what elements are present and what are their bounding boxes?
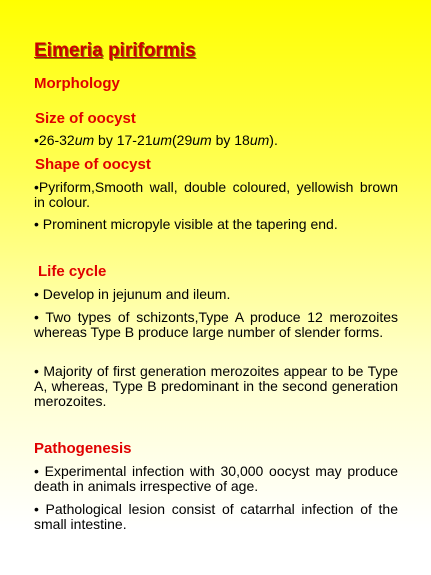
life-cycle-item-1: • Develop in jejunum and ileum. <box>34 286 231 302</box>
title-species: piriformis <box>107 40 196 61</box>
size-text: •26-32um by 17-21um(29um by 18um). <box>34 132 278 148</box>
heading-life-cycle: Life cycle <box>38 263 107 280</box>
life-cycle-item-3: • Majority of first generation merozoite… <box>34 363 398 409</box>
shape-item-1: •Pyriform,Smooth wall, double coloured, … <box>34 179 398 210</box>
life-cycle-item-2: • Two types of schizonts,Type A produce … <box>34 309 398 340</box>
pathogenesis-item-2: • Pathological lesion consist of catarrh… <box>34 501 398 532</box>
heading-pathogenesis: Pathogenesis <box>34 440 132 457</box>
heading-shape-of-oocyst: Shape of oocyst <box>35 156 151 173</box>
page-title: Eimeria piriformis <box>34 40 196 62</box>
heading-morphology: Morphology <box>34 75 120 92</box>
title-genus: Eimeria <box>34 40 103 61</box>
shape-item-2: • Prominent micropyle visible at the tap… <box>34 216 338 232</box>
pathogenesis-item-1: • Experimental infection with 30,000 ooc… <box>34 463 398 494</box>
heading-size-of-oocyst: Size of oocyst <box>35 110 136 127</box>
